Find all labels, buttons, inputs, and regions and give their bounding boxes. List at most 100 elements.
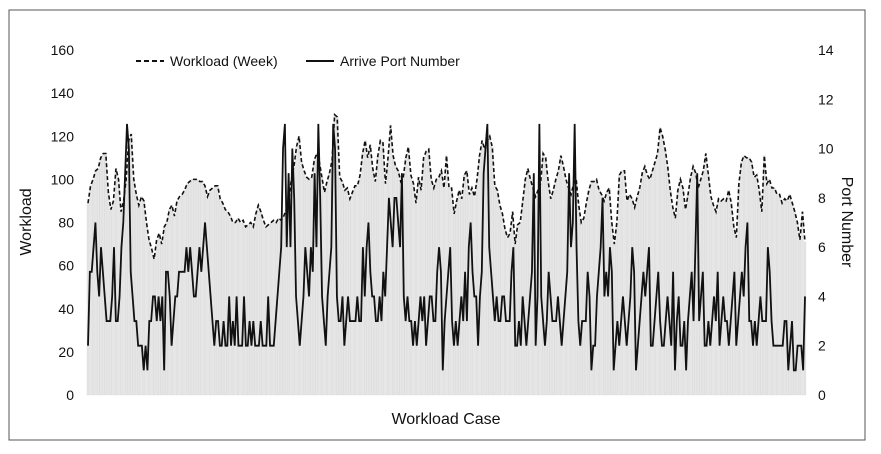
workload-bar (753, 177, 756, 396)
workload-bar (554, 179, 557, 396)
workload-bar (247, 224, 250, 396)
right-tick-label: 12 (818, 91, 834, 107)
right-tick-label: 0 (818, 387, 826, 403)
workload-bar (135, 194, 138, 396)
workload-bar (262, 220, 265, 396)
workload-bar (679, 179, 682, 396)
workload-bar (453, 213, 456, 396)
y-axis-label-left: Workload (18, 188, 35, 255)
workload-bar (353, 185, 357, 396)
workload-bar (783, 198, 786, 396)
workload-bar (259, 211, 263, 396)
workload-bar (381, 142, 385, 396)
workload-bar (219, 198, 222, 396)
workload-bar (425, 151, 428, 396)
workload-bar (104, 153, 107, 396)
workload-bar (620, 170, 624, 396)
workload-bar (346, 187, 349, 396)
workload-bar (618, 174, 621, 396)
workload-bar (666, 166, 669, 396)
workload-bar (636, 196, 639, 396)
workload-bar (201, 181, 204, 396)
workload-bar (745, 157, 748, 396)
workload-bar (704, 153, 707, 396)
workload-bar (653, 161, 657, 396)
x-axis-label: Workload Case (391, 411, 500, 428)
right-tick-label: 4 (818, 288, 826, 304)
right-tick-label: 8 (818, 190, 826, 206)
left-tick-label: 60 (58, 258, 74, 274)
workload-bar (94, 170, 97, 396)
workload-bar (625, 200, 629, 396)
workload-bar (414, 202, 418, 396)
workload-bar (145, 222, 148, 396)
workload-bar (409, 174, 413, 396)
workload-bar (686, 194, 690, 396)
workload-bar (758, 190, 761, 396)
workload-bar (447, 187, 451, 396)
workload-bar (257, 205, 260, 396)
workload-bar (727, 190, 730, 396)
workload-bar (559, 155, 563, 396)
workload-bar (348, 198, 352, 396)
y-axis-label-right: Port Number (838, 177, 855, 268)
workload-bar (277, 218, 280, 396)
workload-bar (732, 226, 735, 396)
workload-bar (376, 155, 379, 396)
workload-bar (651, 170, 654, 396)
workload-bar (186, 183, 189, 396)
workload-bar (170, 205, 174, 396)
workload-bar (773, 187, 776, 396)
workload-bar (252, 226, 255, 396)
arrive-port-number-line (87, 123, 806, 372)
workload-bar (351, 192, 354, 396)
left-tick-label: 140 (51, 85, 75, 101)
workload-bar (91, 179, 95, 396)
workload-bar (343, 190, 346, 396)
left-tick-label: 80 (58, 215, 74, 231)
workload-bar (445, 155, 448, 396)
workload-bar (269, 222, 273, 396)
workload-bar (147, 239, 151, 396)
workload-bar (557, 170, 560, 396)
workload-bar (725, 200, 728, 396)
workload-bar (224, 209, 227, 396)
workload-bar (542, 153, 545, 396)
workload-bar (661, 136, 664, 396)
workload-bar (125, 179, 128, 396)
right-tick-label: 10 (818, 141, 834, 157)
workload-bar (300, 161, 303, 396)
workload-bar (132, 179, 135, 396)
workload-bar (526, 168, 529, 396)
workload-bar (216, 185, 219, 396)
legend-label-port: Arrive Port Number (340, 53, 460, 69)
workload-bar (506, 237, 509, 396)
right-tick-label: 6 (818, 239, 826, 255)
workload-bar (684, 209, 687, 396)
workload-bar (137, 205, 140, 396)
workload-bar (206, 196, 209, 396)
workload-bar (793, 211, 796, 396)
workload-bar (516, 224, 519, 396)
workload-bar (254, 213, 257, 396)
workload-bar (437, 177, 440, 396)
workload-bar (786, 200, 789, 396)
workload-bar (391, 155, 395, 396)
workload-bar (366, 157, 369, 396)
workload-bar (798, 239, 802, 396)
workload-bar (493, 185, 496, 396)
workload-bar (198, 181, 201, 396)
workload-bar (430, 179, 433, 396)
workload-bar (323, 192, 326, 396)
workload-bar (422, 157, 425, 396)
workload-bar (404, 157, 407, 396)
workload-bar (781, 202, 784, 396)
workload-bar (615, 222, 618, 396)
workload-bar (442, 187, 446, 396)
workload-bar (231, 222, 235, 396)
workload-bar (297, 136, 301, 396)
workload-bar (592, 181, 596, 396)
workload-bar (498, 205, 502, 396)
workload-bar (562, 166, 565, 396)
workload-bar (582, 218, 585, 396)
